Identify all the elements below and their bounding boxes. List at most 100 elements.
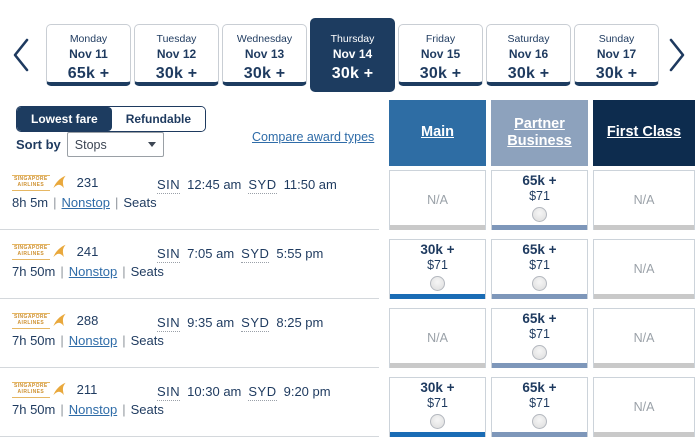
fare-cell-bar <box>492 225 587 230</box>
lowest-fare-toggle-button[interactable]: Lowest fare <box>17 107 112 131</box>
seats-link[interactable]: Seats <box>130 264 164 279</box>
fare-radio[interactable] <box>532 275 547 291</box>
separator: | <box>122 264 126 279</box>
destination-code[interactable]: SYD <box>241 246 270 263</box>
fare-taxes: $71 <box>529 326 550 341</box>
origin-code[interactable]: SIN <box>157 177 181 194</box>
day-miles: 30k + <box>419 65 462 82</box>
fare-column-header-main[interactable]: Main <box>389 100 486 166</box>
refundable-toggle-button[interactable]: Refundable <box>111 107 206 131</box>
flight-row-line1: SINGAPORE AIRLINES 241 <box>12 244 98 260</box>
separator: | <box>60 264 64 279</box>
singapore-airlines-logo: SINGAPORE AIRLINES <box>12 175 67 191</box>
day-miles: 30k + <box>331 65 374 82</box>
fare-miles: 65k + <box>522 379 557 395</box>
flight-row-line2: 7h 50m | Nonstop | Seats <box>12 264 164 279</box>
fare-miles: 65k + <box>522 172 557 188</box>
fare-cell-main-unavailable: N/A <box>389 170 486 230</box>
nonstop-link[interactable]: Nonstop <box>68 402 118 417</box>
fare-cell-main[interactable]: 30k + $71 <box>389 377 486 437</box>
flight-row-line1: SINGAPORE AIRLINES 288 <box>12 313 98 329</box>
not-available-label: N/A <box>427 192 448 207</box>
flight-duration: 7h 50m <box>12 333 56 348</box>
fare-cell-partner-business[interactable]: 65k + $71 <box>491 377 588 437</box>
sort-row: Sort by Stops <box>16 132 164 157</box>
sort-by-label: Sort by <box>16 137 61 152</box>
origin-code[interactable]: SIN <box>157 246 181 263</box>
fare-cell-partner-business[interactable]: 65k + $71 <box>491 308 588 368</box>
fare-taxes: $71 <box>427 257 448 272</box>
airline-bird-icon <box>53 314 66 327</box>
flight-row-line2: 7h 50m | Nonstop | Seats <box>12 402 164 417</box>
fare-cell-bar <box>390 432 485 437</box>
day-miles: 65k + <box>67 65 110 82</box>
fare-radio[interactable] <box>430 413 445 429</box>
not-available-label: N/A <box>633 261 655 276</box>
nonstop-link[interactable]: Nonstop <box>68 264 118 279</box>
arrival-time: 11:50 am <box>283 177 337 192</box>
seats-link[interactable]: Seats <box>130 402 164 417</box>
seats-link[interactable]: Seats <box>123 195 157 210</box>
fare-cell-main-unavailable: N/A <box>389 308 486 368</box>
fare-cell-bar <box>594 363 694 368</box>
day-date: Nov 14 <box>332 47 373 61</box>
fare-cell-partner-business[interactable]: 65k + $71 <box>491 239 588 299</box>
day-miles: 30k + <box>243 65 286 82</box>
fare-radio[interactable] <box>532 413 547 429</box>
departure-time: 9:35 am <box>187 315 235 330</box>
flight-number: 231 <box>76 175 99 191</box>
origin-code[interactable]: SIN <box>157 384 181 401</box>
airline-logo-line2: AIRLINES <box>17 250 45 257</box>
fare-taxes: $71 <box>427 395 448 410</box>
destination-code[interactable]: SYD <box>248 177 277 194</box>
singapore-airlines-logo: SINGAPORE AIRLINES <box>12 244 67 260</box>
day-name: Friday <box>425 33 456 45</box>
airline-logo-line1: SINGAPORE <box>14 245 48 251</box>
airline-logo-line1: SINGAPORE <box>14 314 48 320</box>
nonstop-link[interactable]: Nonstop <box>61 195 110 210</box>
chevron-right-icon <box>669 38 685 71</box>
destination-code[interactable]: SYD <box>248 384 277 401</box>
day-name: Tuesday <box>156 33 197 45</box>
day-date: Nov 11 <box>69 47 108 61</box>
date-card-nov-11[interactable]: Monday Nov 11 65k + <box>46 24 131 86</box>
date-card-nov-14[interactable]: Thursday Nov 14 30k + <box>310 18 395 92</box>
destination-code[interactable]: SYD <box>241 315 270 332</box>
not-available-label: N/A <box>633 192 655 207</box>
compare-award-types-link[interactable]: Compare award types <box>252 130 375 144</box>
fare-grid: N/A 65k + $71 N/A 30k + $71 65k + $71 N/A N/A 65k … <box>389 170 695 437</box>
fare-miles: 30k + <box>420 241 455 257</box>
date-card-nov-15[interactable]: Friday Nov 15 30k + <box>398 24 483 86</box>
day-date: Nov 13 <box>244 47 285 61</box>
fare-cell-partner-business[interactable]: 65k + $71 <box>491 170 588 230</box>
nonstop-link[interactable]: Nonstop <box>68 333 118 348</box>
fare-taxes: $71 <box>529 257 550 272</box>
date-card-nov-13[interactable]: Wednesday Nov 13 30k + <box>222 24 307 86</box>
day-miles: 30k + <box>155 65 198 82</box>
flight-route: SIN 7:05 am SYD 5:55 pm <box>157 246 323 263</box>
sort-select[interactable]: Stops <box>66 132 164 157</box>
fare-radio[interactable] <box>430 275 445 291</box>
fare-radio[interactable] <box>532 344 547 360</box>
day-date: Nov 12 <box>156 47 197 61</box>
fare-radio[interactable] <box>532 206 547 222</box>
airline-logo-line1: SINGAPORE <box>14 383 48 389</box>
date-card-nov-17[interactable]: Sunday Nov 17 30k + <box>574 24 659 86</box>
seats-link[interactable]: Seats <box>130 333 164 348</box>
previous-dates-button[interactable] <box>6 36 36 76</box>
flight-row-line2: 8h 5m | Nonstop | Seats <box>12 195 157 210</box>
fare-column-header-partner-business[interactable]: Partner Business <box>491 100 588 166</box>
flight-duration: 7h 50m <box>12 402 56 417</box>
row-divider <box>0 298 379 299</box>
origin-code[interactable]: SIN <box>157 315 181 332</box>
separator: | <box>122 333 126 348</box>
airline-logo-line2: AIRLINES <box>17 388 45 395</box>
fare-column-header-first-class[interactable]: First Class <box>593 100 695 166</box>
airline-logo-text: SINGAPORE AIRLINES <box>12 175 50 191</box>
fare-cell-main[interactable]: 30k + $71 <box>389 239 486 299</box>
day-name: Thursday <box>330 33 375 45</box>
date-card-nov-16[interactable]: Saturday Nov 16 30k + <box>486 24 571 86</box>
singapore-airlines-logo: SINGAPORE AIRLINES <box>12 313 67 329</box>
date-card-nov-12[interactable]: Tuesday Nov 12 30k + <box>134 24 219 86</box>
next-dates-button[interactable] <box>662 36 692 76</box>
